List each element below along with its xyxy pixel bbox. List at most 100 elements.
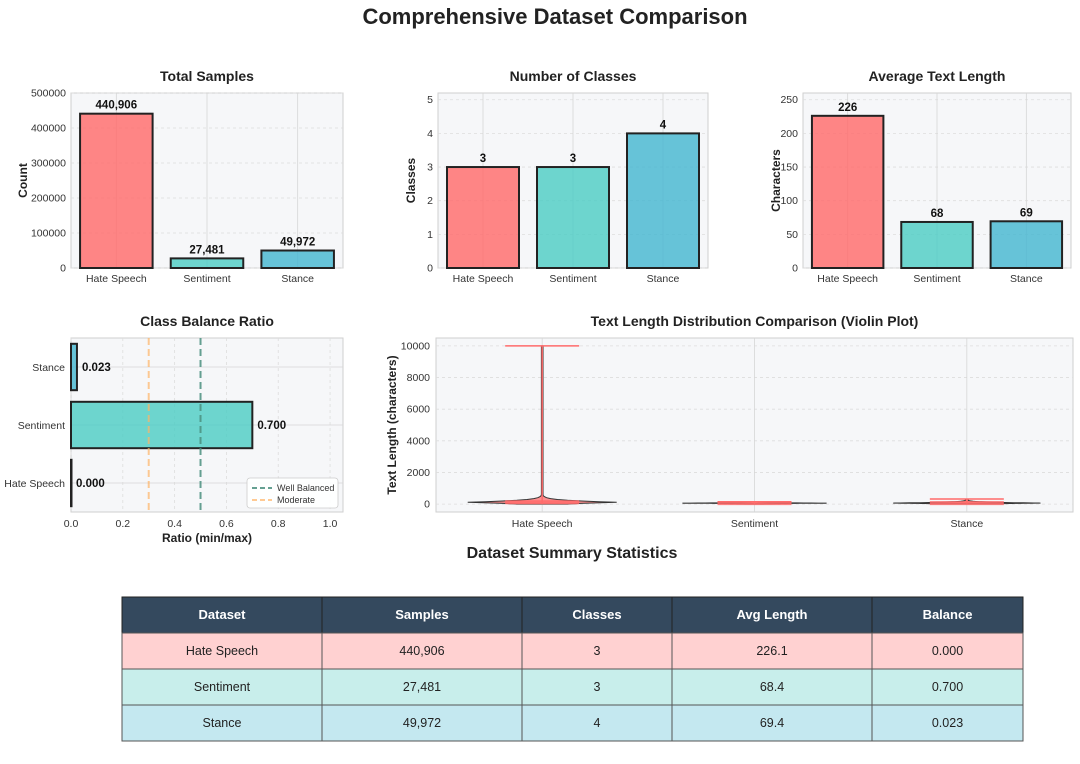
table-cell-text: 68.4: [760, 680, 784, 694]
length-chart: 0 50 100 150 200 250 226 Hate Speech 68 Sentiment…: [769, 68, 1072, 285]
length-xtick-label-hate-speech: Hate Speech: [817, 273, 878, 285]
balance-bar-sentiment: [70, 400, 254, 450]
table-cell-text: 27,481: [403, 680, 441, 694]
samples-xtick-label-hate-speech: Hate Speech: [86, 273, 147, 285]
length-ytick-label: 0: [792, 263, 798, 275]
table-cell-text: 226.1: [756, 644, 787, 658]
length-ytick-label: 100: [780, 195, 798, 207]
violin-ytick-label: 2000: [407, 467, 431, 479]
legend-label-moderate: Moderate: [277, 495, 315, 505]
table-cell: [321, 704, 523, 742]
length-ylabel: Characters: [769, 149, 783, 212]
balance-legend: Well Balanced Moderate: [246, 477, 339, 509]
table-cell-text: 0.700: [932, 680, 963, 694]
samples-xtick-label-sentiment: Sentiment: [183, 273, 230, 285]
table-cell: [121, 704, 323, 742]
violin-title: Text Length Distribution Comparison (Vio…: [591, 313, 919, 329]
table-cell-text: 3: [594, 644, 601, 658]
length-title: Average Text Length: [869, 68, 1006, 84]
balance-title: Class Balance Ratio: [140, 313, 274, 329]
table-cell: [121, 668, 323, 706]
length-bar-sentiment: [900, 220, 974, 269]
violin-ytick-label: 4000: [407, 435, 431, 447]
violin-ytick-label: 8000: [407, 372, 431, 384]
classes-chart: 0 1 2 3 4 5 3 Hate Speech 3 Sentiment 4 Stance Numbe…: [404, 68, 709, 285]
classes-ytick-label: 0: [427, 263, 433, 275]
table-header-dataset: Dataset: [199, 607, 247, 622]
balance-xtick-label: 0.0: [64, 518, 79, 530]
table-cell-text: 3: [594, 680, 601, 694]
summary-table: Dataset Summary Statistics Dataset Samples…: [121, 545, 1024, 742]
classes-ylabel: Classes: [404, 157, 418, 203]
samples-bar-stance: [260, 249, 335, 269]
table-cell: [871, 704, 1024, 742]
table-cell-text: Hate Speech: [186, 644, 258, 658]
classes-xtick-label-stance: Stance: [647, 273, 680, 285]
length-value-label-sentiment: 68: [931, 208, 944, 220]
table-header-samples: Samples: [395, 607, 448, 622]
length-bar-stance: [989, 220, 1064, 270]
table-row: Hate Speech 440,906 3 226.1 0.000: [121, 632, 1024, 670]
classes-value-label-hate-speech: 3: [480, 153, 486, 165]
balance-ytick-label-hate-speech: Hate Speech: [4, 478, 65, 490]
classes-bar-sentiment: [536, 166, 610, 270]
violin-xtick-label-stance: Stance: [950, 518, 983, 530]
table-cell: [521, 704, 673, 742]
classes-value-label-sentiment: 3: [570, 153, 576, 165]
samples-chart: 0 100000 200000 300000 400000 500000 440,906 Ha…: [16, 68, 344, 285]
balance-xtick-label: 0.6: [219, 518, 234, 530]
classes-ytick-label: 5: [427, 94, 433, 106]
table-cell: [671, 632, 873, 670]
length-xtick-label-sentiment: Sentiment: [913, 273, 960, 285]
samples-ytick-label: 200000: [31, 193, 66, 205]
samples-ytick-label: 500000: [31, 88, 66, 100]
table-cell-text: Sentiment: [194, 680, 251, 694]
table-row: Stance 49,972 4 69.4 0.023: [121, 704, 1024, 742]
charts-layer: 0100000200000300000400000500000440,906Ha…: [4, 68, 1074, 742]
table-row: Sentiment 27,481 3 68.4 0.700: [121, 668, 1024, 706]
samples-ytick-label: 0: [60, 263, 66, 275]
length-ytick-label: 50: [786, 229, 798, 241]
table-header-cell: [871, 596, 1024, 634]
classes-bar-hate-speech: [446, 166, 520, 270]
table-cell-text: Stance: [203, 716, 242, 730]
balance-value-label-sentiment: 0.700: [257, 420, 286, 432]
classes-ytick-label: 1: [427, 229, 433, 241]
violin-ytick-label: 0: [424, 499, 430, 511]
table-header-cell: [321, 596, 523, 634]
balance-ytick-label-sentiment: Sentiment: [18, 420, 65, 432]
length-ytick-label: 250: [780, 94, 798, 106]
balance-xtick-label: 0.4: [167, 518, 182, 530]
balance-ytick-label-stance: Stance: [32, 362, 65, 374]
table-cell: [671, 704, 873, 742]
violin-xtick-label-hate-speech: Hate Speech: [512, 518, 573, 530]
table-header-cell: [671, 596, 873, 634]
balance-value-label-stance: 0.023: [82, 362, 111, 374]
balance-bar-stance: [70, 342, 78, 392]
samples-value-label-stance: 49,972: [280, 237, 315, 249]
samples-value-label-sentiment: 27,481: [189, 244, 225, 256]
table-header-avg-length: Avg Length: [736, 607, 807, 622]
balance-chart: 0.0 0.2 0.4 0.6 0.8 1.0 0.000 Hate Speech 0.700 S…: [4, 313, 344, 545]
classes-value-label-stance: 4: [660, 119, 667, 131]
classes-title: Number of Classes: [510, 68, 637, 84]
classes-ytick-label: 2: [427, 195, 433, 207]
classes-ytick-label: 4: [427, 128, 433, 140]
length-ytick-label: 150: [780, 162, 798, 174]
length-value-label-hate-speech: 226: [838, 102, 857, 114]
samples-ytick-label: 300000: [31, 158, 66, 170]
samples-value-label-hate-speech: 440,906: [96, 100, 138, 112]
balance-bar-hate-speech: [70, 458, 73, 508]
balance-xtick-label: 1.0: [323, 518, 338, 530]
samples-bar-sentiment: [169, 257, 245, 270]
legend-label-well-balanced: Well Balanced: [277, 483, 334, 493]
table-cell-text: 4: [594, 716, 601, 730]
length-xtick-label-stance: Stance: [1010, 273, 1043, 285]
classes-xtick-label-sentiment: Sentiment: [549, 273, 596, 285]
table-header-cell: [121, 596, 323, 634]
table-header-cell: [521, 596, 673, 634]
table-cell-text: 49,972: [403, 716, 441, 730]
table-title: Dataset Summary Statistics: [467, 545, 678, 562]
samples-xtick-label-stance: Stance: [281, 273, 314, 285]
table-cell: [521, 668, 673, 706]
